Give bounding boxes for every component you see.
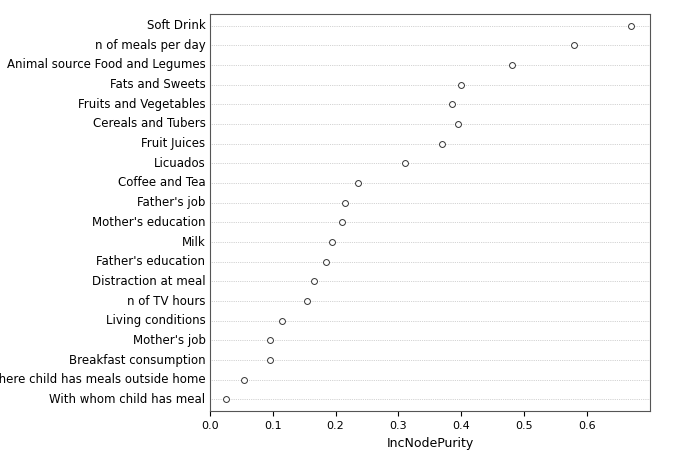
- Text: Living conditions: Living conditions: [106, 314, 206, 327]
- Text: Milk: Milk: [181, 235, 206, 249]
- Point: [569, 42, 580, 49]
- Text: Distraction at meal: Distraction at meal: [92, 275, 206, 288]
- Point: [453, 120, 464, 128]
- Point: [399, 159, 410, 167]
- Text: Cereals and Tubers: Cereals and Tubers: [93, 117, 206, 130]
- Point: [456, 81, 466, 88]
- Point: [308, 278, 319, 285]
- Text: Fats and Sweets: Fats and Sweets: [110, 78, 206, 91]
- Point: [327, 239, 338, 246]
- Point: [336, 219, 347, 226]
- Text: Father's job: Father's job: [137, 196, 206, 209]
- Text: Coffee and Tea: Coffee and Tea: [118, 176, 206, 190]
- Point: [626, 22, 636, 29]
- Point: [264, 356, 275, 364]
- Point: [239, 376, 250, 383]
- Point: [277, 317, 288, 324]
- Text: Soft Drink: Soft Drink: [147, 19, 206, 32]
- Text: n of meals per day: n of meals per day: [95, 39, 206, 52]
- Text: Animal source Food and Legumes: Animal source Food and Legumes: [7, 58, 206, 71]
- Point: [264, 337, 275, 344]
- Text: Fruit Juices: Fruit Juices: [141, 137, 206, 150]
- Point: [506, 61, 517, 69]
- Point: [447, 101, 458, 108]
- Point: [220, 396, 231, 403]
- Text: Fruits and Vegetables: Fruits and Vegetables: [78, 98, 206, 111]
- Text: Mother's education: Mother's education: [92, 216, 206, 229]
- X-axis label: IncNodePurity: IncNodePurity: [387, 436, 473, 450]
- Text: Where child has meals outside home: Where child has meals outside home: [0, 373, 206, 386]
- Point: [437, 140, 448, 147]
- Point: [302, 298, 313, 305]
- Text: Father's education: Father's education: [96, 255, 206, 268]
- Text: Breakfast consumption: Breakfast consumption: [69, 354, 206, 367]
- Point: [340, 199, 351, 206]
- Text: Licuados: Licuados: [154, 157, 206, 170]
- Text: n of TV hours: n of TV hours: [127, 295, 206, 308]
- Text: With whom child has meal: With whom child has meal: [49, 393, 206, 406]
- Point: [321, 258, 332, 266]
- Point: [352, 179, 363, 186]
- Text: Mother's job: Mother's job: [133, 334, 206, 347]
